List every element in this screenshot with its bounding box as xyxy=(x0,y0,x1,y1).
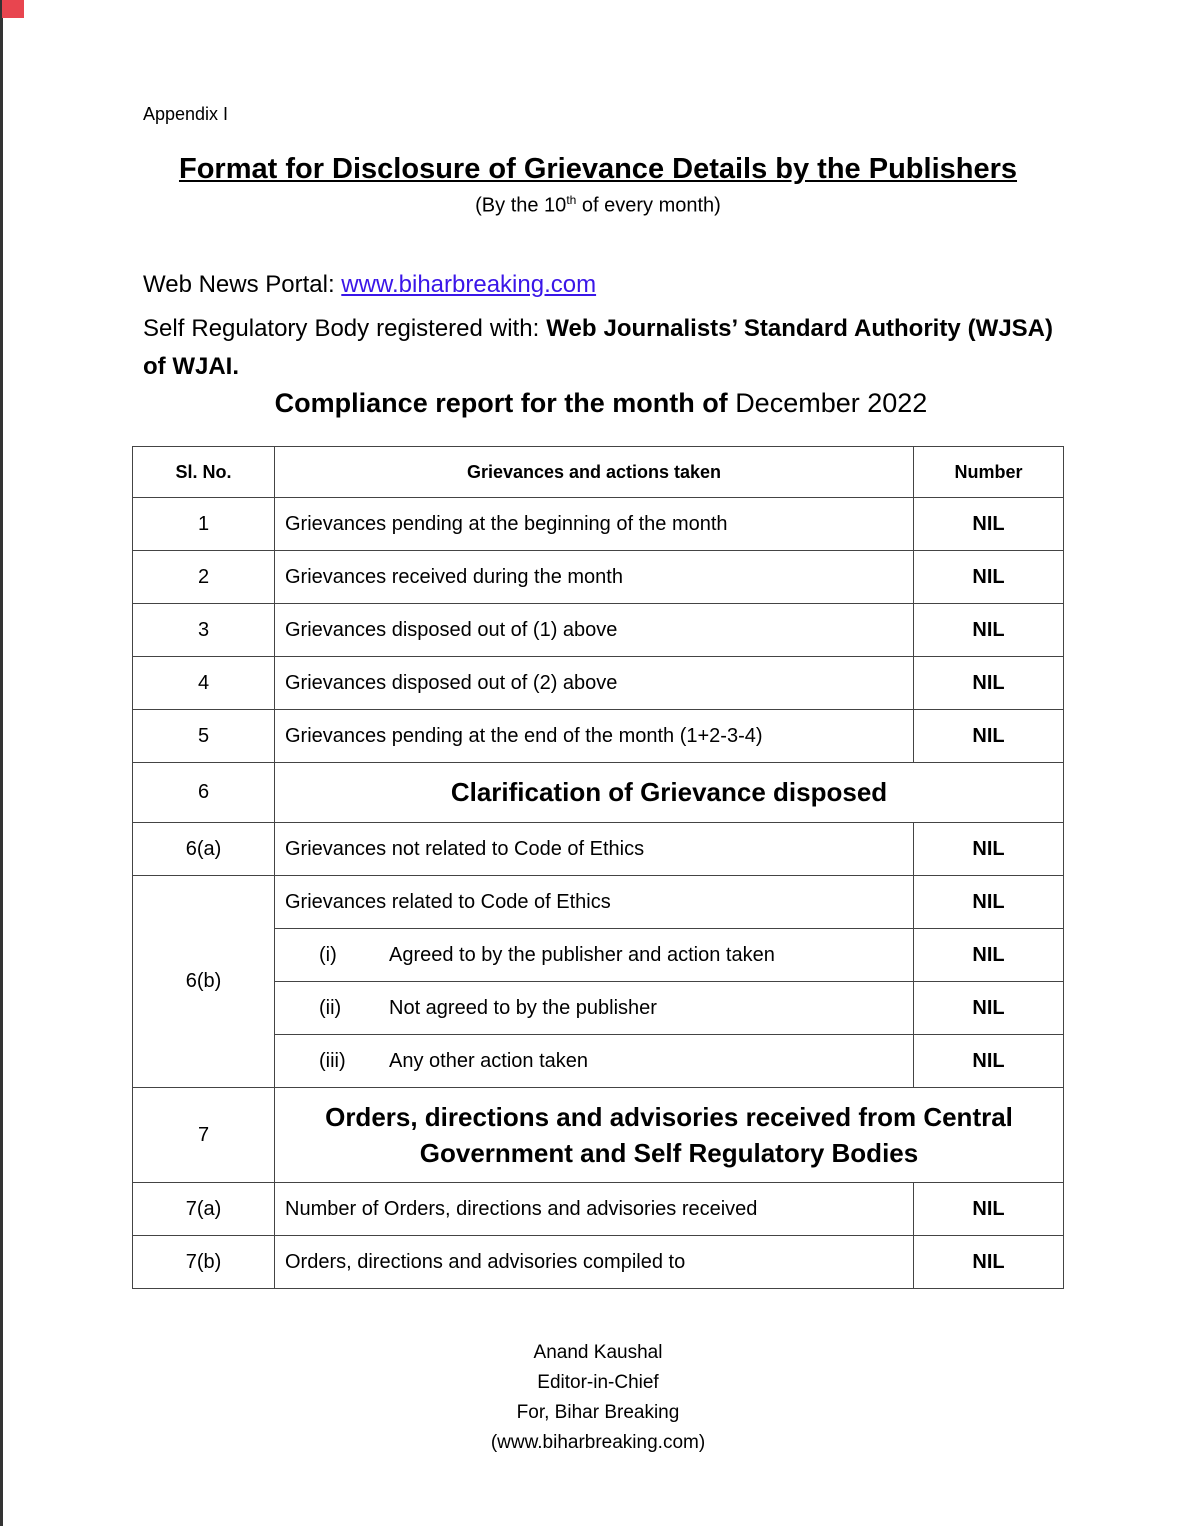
row-number: NIL xyxy=(913,1182,1064,1236)
row-text: Grievances disposed out of (2) above xyxy=(274,656,914,710)
signatory-org: For, Bihar Breaking xyxy=(516,1402,680,1423)
portal-link[interactable]: www.biharbreaking.com xyxy=(341,271,597,298)
signatory-site: (www.biharbreaking.com) xyxy=(490,1432,706,1453)
row-number: NIL xyxy=(913,497,1064,551)
row-text: Orders, directions and advisories compil… xyxy=(274,1235,914,1289)
row-number: NIL xyxy=(913,928,1064,982)
subtitle-sup: th xyxy=(566,193,577,207)
section-heading-line2: Government and Self Regulatory Bodies xyxy=(419,1138,919,1168)
header-number: Number xyxy=(913,446,1064,498)
subtitle: (By the 10th of every month) xyxy=(0,193,1186,218)
table-subrow: (ii) Not agreed to by the publisher NIL xyxy=(133,981,1064,1035)
table-row: 2 Grievances received during the month NIL xyxy=(132,550,1064,604)
row-text: Grievances disposed out of (1) above xyxy=(274,603,914,657)
table-row: 6(a) Grievances not related to Code of Et… xyxy=(132,822,1064,876)
signature-block: Anand Kaushal Editor-in-Chief For, Bihar… xyxy=(0,1338,1186,1458)
row-text: Grievances pending at the end of the mon… xyxy=(274,709,914,763)
section-heading: Clarification of Grievance disposed xyxy=(274,762,1064,823)
row-number: NIL xyxy=(913,875,1064,929)
srb-label: Self Regulatory Body registered with: xyxy=(143,315,547,342)
section-heading-line1: Orders, directions and advisories receiv… xyxy=(325,1102,1013,1132)
row-number: NIL xyxy=(913,1235,1064,1289)
table-header: Sl. No. Grievances and actions taken Num… xyxy=(132,446,1064,498)
row-text: Grievances related to Code of Ethics xyxy=(274,875,914,929)
row-number: NIL xyxy=(913,656,1064,710)
subtitle-post: of every month) xyxy=(576,194,721,217)
table-row: 3 Grievances disposed out of (1) above NIL xyxy=(132,603,1064,657)
table-subrow: (iii) Any other action taken NIL xyxy=(133,1034,1064,1088)
row-number: NIL xyxy=(913,981,1064,1035)
section-row-6: 6 Clarification of Grievance disposed xyxy=(132,762,1064,823)
report-heading: Compliance report for the month of Decem… xyxy=(0,388,1186,419)
table-row: 1 Grievances pending at the beginning of … xyxy=(132,497,1064,551)
portal-line: Web News Portal: www.biharbreaking.com xyxy=(143,271,596,299)
row-sl: 7(b) xyxy=(132,1235,275,1289)
page-edge xyxy=(0,0,3,1526)
sub-index: (ii) xyxy=(319,996,342,1019)
row-text: Grievances pending at the beginning of t… xyxy=(274,497,914,551)
row-text: (i) Agreed to by the publisher and action… xyxy=(274,928,914,982)
sub-text: Any other action taken xyxy=(389,1049,589,1072)
section-row-7: 7 Orders, directions and advisories recei… xyxy=(132,1087,1064,1183)
page-title: Format for Disclosure of Grievance Detai… xyxy=(178,153,1018,185)
signatory-name: Anand Kaushal xyxy=(533,1342,663,1363)
row-number: NIL xyxy=(913,603,1064,657)
row-text: (ii) Not agreed to by the publisher xyxy=(274,981,914,1035)
report-month: December 2022 xyxy=(735,388,928,418)
site-logo-icon xyxy=(2,0,24,18)
subtitle-pre: (By the 10 xyxy=(475,194,567,217)
table-row: 5 Grievances pending at the end of the mo… xyxy=(132,709,1064,763)
row-sl: 1 xyxy=(132,497,275,551)
sub-index: (iii) xyxy=(319,1049,346,1072)
row-text: Grievances not related to Code of Ethics xyxy=(274,822,914,876)
row-sl: 7(a) xyxy=(132,1182,275,1236)
row-number: NIL xyxy=(913,1034,1064,1088)
row-sl: 5 xyxy=(132,709,275,763)
header-grievances: Grievances and actions taken xyxy=(274,446,914,498)
signatory-role: Editor-in-Chief xyxy=(537,1372,659,1393)
row-sl: 4 xyxy=(132,656,275,710)
table-row: 6(b) Grievances related to Code of Ethics… xyxy=(132,875,1064,1088)
row-text: Number of Orders, directions and advisor… xyxy=(274,1182,914,1236)
header-sl: Sl. No. xyxy=(132,446,275,498)
srb-line: Self Regulatory Body registered with: We… xyxy=(143,310,1053,386)
row-sl: 6 xyxy=(132,762,275,823)
row-sl: 3 xyxy=(132,603,275,657)
report-label: Compliance report for the month of xyxy=(274,388,736,418)
table-subrow: (i) Agreed to by the publisher and action… xyxy=(133,928,1064,982)
sub-text: Agreed to by the publisher and action ta… xyxy=(389,943,775,966)
row-number: NIL xyxy=(913,822,1064,876)
grievance-table: Sl. No. Grievances and actions taken Num… xyxy=(132,446,1064,1289)
table-row: 4 Grievances disposed out of (2) above NIL xyxy=(132,656,1064,710)
sub-index: (i) xyxy=(319,943,337,966)
portal-label: Web News Portal: xyxy=(143,271,342,298)
row-sl: 7 xyxy=(132,1087,275,1183)
row-text: (iii) Any other action taken xyxy=(274,1034,914,1088)
row-sl: 6(b) xyxy=(132,875,275,1088)
row-text: Grievances received during the month xyxy=(274,550,914,604)
row-number: NIL xyxy=(913,550,1064,604)
row-sl: 6(a) xyxy=(132,822,275,876)
appendix-label: Appendix I xyxy=(143,104,229,124)
sub-text: Not agreed to by the publisher xyxy=(389,996,657,1019)
table-row: 7(a) Number of Orders, directions and adv… xyxy=(132,1182,1064,1236)
section-heading: Orders, directions and advisories receiv… xyxy=(274,1087,1064,1183)
row-sl: 2 xyxy=(132,550,275,604)
srb-body: Web Journalists’ Standard Authority (WJS… xyxy=(143,315,1054,380)
table-row: 7(b) Orders, directions and advisories co… xyxy=(132,1235,1064,1289)
row-number: NIL xyxy=(913,709,1064,763)
